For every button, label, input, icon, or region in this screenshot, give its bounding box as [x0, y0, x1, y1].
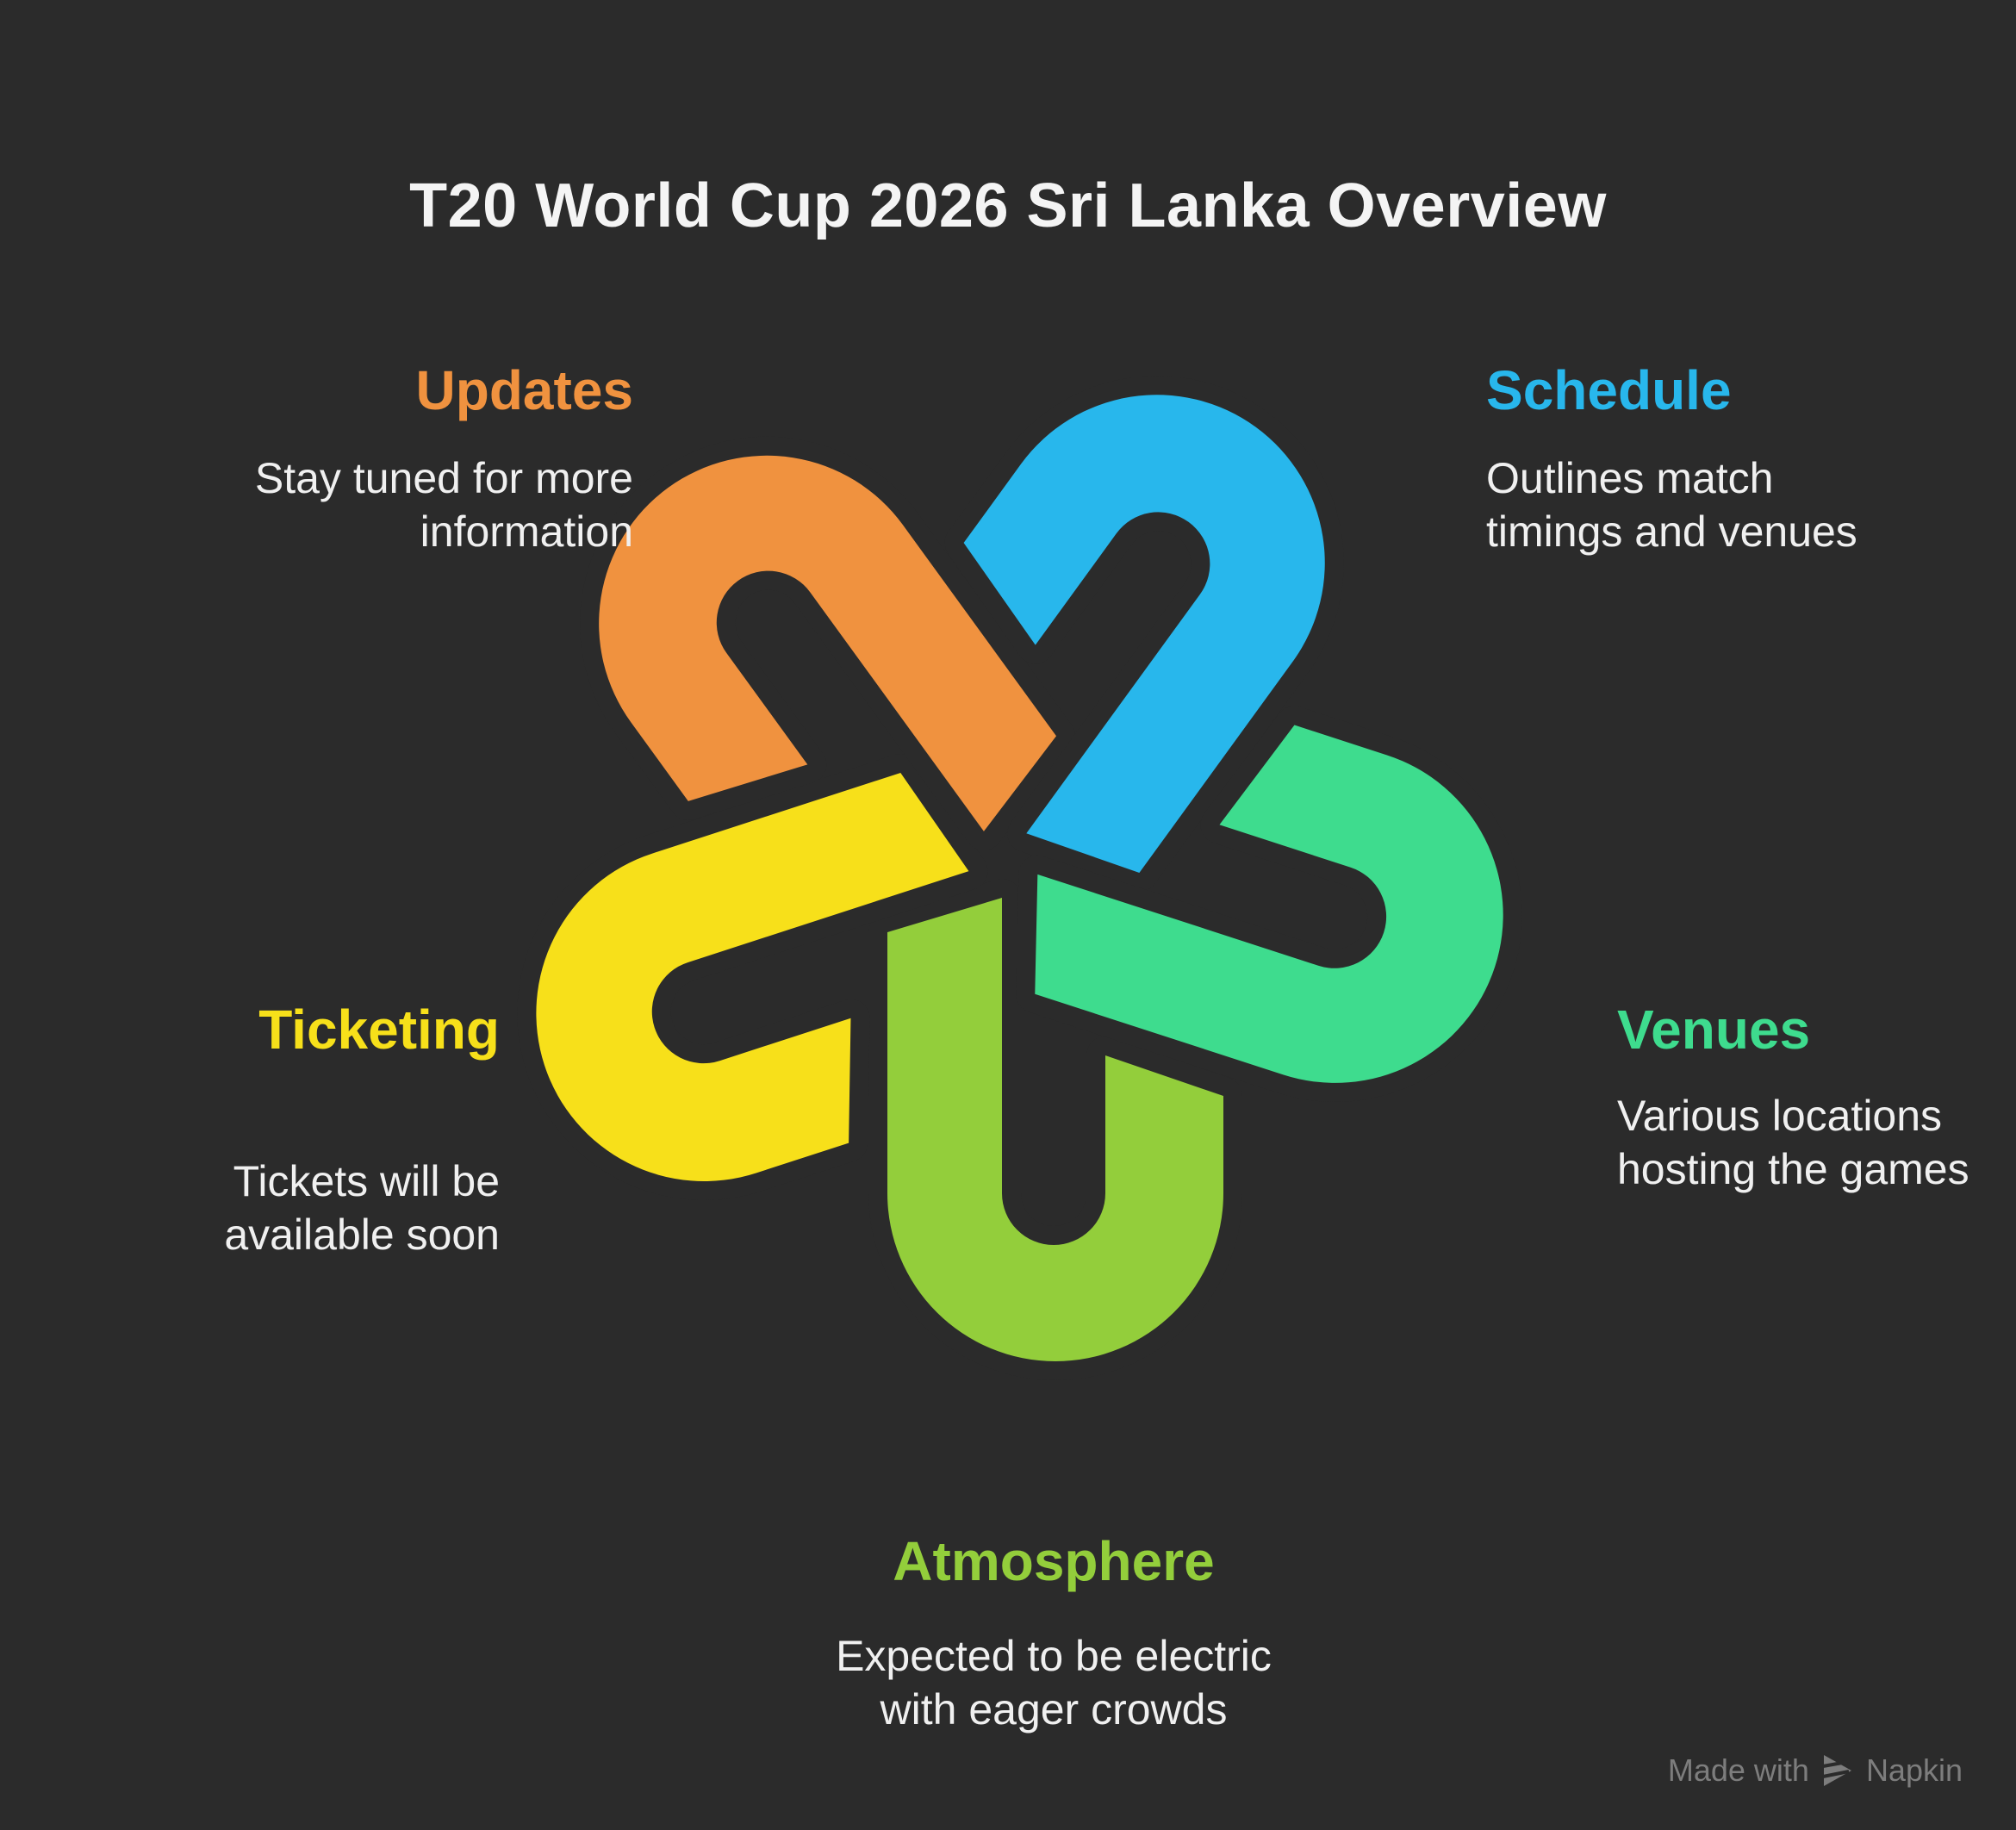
section-venues: Venues Various locations hosting the gam… [1617, 999, 1988, 1196]
section-updates: Updates Stay tuned for more information [202, 360, 633, 558]
section-atmosphere: Atmosphere Expected to be electric with … [812, 1531, 1295, 1736]
section-schedule-description: Outlines match timings and venues [1486, 454, 1857, 556]
section-atmosphere-label: Atmosphere [893, 1530, 1215, 1592]
section-ticketing-description: Tickets will be available soon [224, 1157, 500, 1259]
section-atmosphere-description: Expected to be electric with eager crowd… [836, 1632, 1272, 1734]
section-schedule: Schedule Outlines match timings and venu… [1486, 360, 1917, 558]
made-with-napkin-watermark: Made with Napkin [1668, 1752, 1963, 1789]
section-updates-description: Stay tuned for more information [254, 454, 633, 556]
section-ticketing: Ticketing Tickets will be available soon [69, 999, 500, 1261]
section-venues-label: Venues [1617, 999, 1811, 1061]
section-ticketing-label: Ticketing [258, 999, 500, 1061]
page-title: T20 World Cup 2026 Sri Lanka Overview [409, 171, 1607, 241]
watermark-brand: Napkin [1865, 1752, 1963, 1788]
section-venues-description: Various locations hosting the games [1617, 1092, 1969, 1193]
section-schedule-label: Schedule [1486, 359, 1732, 421]
napkin-leaf-icon [1822, 1755, 1851, 1786]
section-updates-label: Updates [415, 359, 634, 421]
watermark-prefix: Made with [1667, 1752, 1809, 1788]
